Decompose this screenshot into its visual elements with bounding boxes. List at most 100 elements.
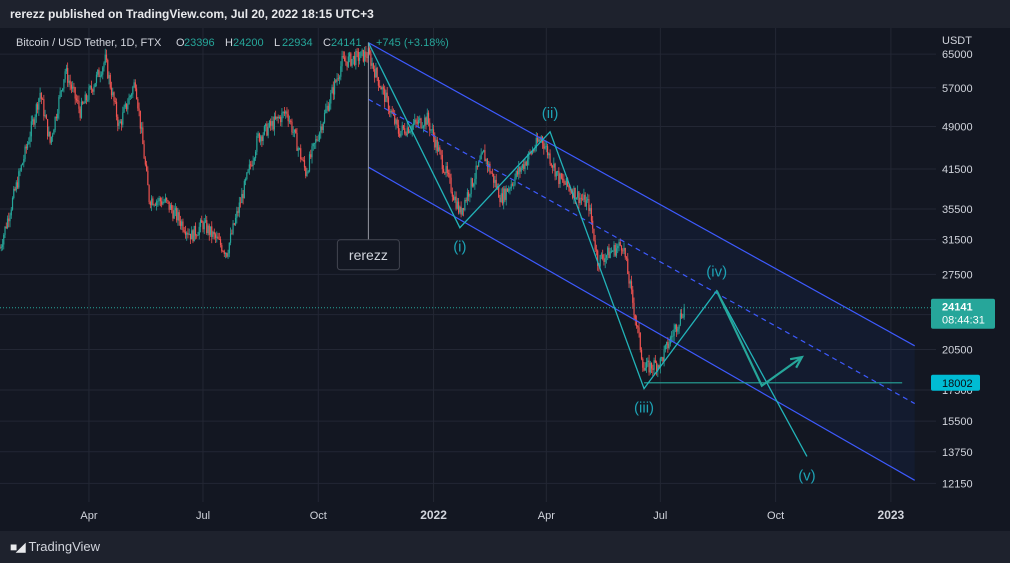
candle-body: [57, 113, 59, 119]
candle-body: [52, 134, 54, 137]
candle-body: [8, 218, 10, 222]
candle-body: [380, 86, 382, 90]
ohlc-value: 24200: [233, 37, 264, 49]
candle-body: [630, 281, 633, 290]
candle-body: [203, 221, 205, 230]
candle-body: [321, 126, 323, 130]
wave-label: (v): [798, 467, 816, 484]
candle-body: [505, 188, 507, 200]
candle-body: [229, 233, 232, 243]
candle-body: [283, 111, 286, 114]
candle-body: [212, 232, 214, 237]
time-tick-label: Jul: [196, 510, 210, 522]
candle-body: [389, 111, 391, 113]
candle-body: [307, 171, 309, 173]
candle-body: [261, 136, 263, 142]
candle-body: [595, 249, 598, 251]
candle-body: [167, 200, 169, 202]
candle-body: [134, 82, 136, 89]
price-axis[interactable]: 6500057000490004150035500315002750023500…: [931, 28, 1010, 531]
candle-body: [459, 206, 461, 213]
candle-body: [43, 99, 45, 117]
candle-body: [64, 71, 66, 80]
candle-body: [489, 163, 491, 173]
candle-body: [174, 208, 177, 211]
candle-body: [372, 63, 374, 70]
candle-body: [312, 143, 314, 147]
candle-body: [231, 233, 233, 235]
candle-body: [440, 150, 442, 156]
candle-body: [290, 120, 292, 122]
candle-body: [196, 235, 198, 237]
candle-body: [293, 129, 296, 133]
candle-body: [650, 362, 653, 369]
candle-body: [102, 67, 104, 75]
candle-body: [224, 252, 227, 254]
candle-body: [23, 159, 25, 164]
candle-body: [144, 158, 146, 165]
tradingview-logo[interactable]: ■◢ TradingView: [10, 539, 100, 554]
candle-body: [550, 163, 552, 166]
candle-body: [558, 171, 560, 184]
candle-body: [154, 204, 156, 206]
candle-body: [658, 365, 660, 368]
candle-body: [183, 230, 185, 232]
candle-body: [629, 281, 631, 284]
candle-body: [72, 86, 74, 89]
candle-body: [20, 165, 22, 171]
candle-body: [520, 167, 522, 172]
candle-body: [10, 209, 12, 216]
candle-body: [364, 51, 366, 62]
candle-body: [128, 96, 130, 105]
candle-body: [50, 136, 52, 143]
ohlc-value: 24141: [331, 37, 362, 49]
wave-label: (i): [453, 239, 466, 256]
time-tick-label: Oct: [310, 510, 327, 522]
candle-body: [79, 108, 81, 118]
candle-body: [38, 98, 40, 110]
candle-body: [162, 201, 164, 205]
candle-body: [559, 173, 561, 184]
candle-body: [667, 341, 669, 349]
candle-body: [588, 199, 590, 211]
candle-body: [135, 88, 138, 100]
candle-body: [29, 136, 31, 142]
candle-body: [442, 169, 445, 173]
candle-body: [543, 143, 545, 149]
candle-body: [275, 116, 277, 119]
candle-body: [470, 178, 472, 195]
candle-body: [637, 326, 639, 328]
candle-body: [392, 113, 395, 115]
candle-body: [579, 197, 581, 204]
ohlc-value: 22934: [282, 37, 313, 49]
candle-body: [539, 139, 541, 141]
candle-body: [518, 167, 520, 175]
candle-body: [182, 221, 184, 231]
chart-canvas[interactable]: (i) (ii) (iii) (iv) (v) rerezz 65000 57000 490…: [0, 28, 1010, 531]
candle-body: [602, 254, 604, 259]
candle-body: [297, 148, 299, 151]
candle-body: [1, 244, 4, 247]
candle-body: [262, 134, 264, 142]
candle-body: [673, 329, 675, 336]
candle-body: [351, 58, 353, 66]
time-axis[interactable]: Apr Jul Oct 2022 Apr Jul Oct 2023: [0, 502, 936, 531]
candle-body: [177, 212, 179, 221]
candle-body: [186, 232, 188, 235]
candle-body: [551, 165, 554, 168]
candle-body: [189, 233, 192, 240]
candle-body: [525, 161, 527, 166]
candle-body: [146, 164, 148, 171]
candle-body: [139, 110, 141, 129]
time-tick-label: Apr: [538, 510, 555, 522]
candle-body: [614, 245, 616, 256]
price-tick-label: 57000: [942, 83, 973, 95]
candle-body: [384, 88, 386, 102]
candle-body: [485, 159, 487, 162]
candle-body: [619, 242, 621, 246]
candle-body: [83, 103, 85, 105]
candle-body: [466, 192, 468, 201]
candle-body: [331, 87, 333, 93]
candle-body: [227, 253, 229, 257]
candle-body: [622, 250, 624, 252]
